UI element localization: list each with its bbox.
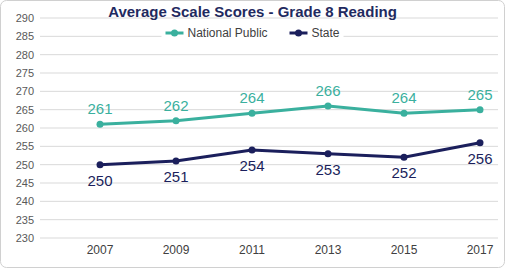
x-tick-label: 2011	[239, 243, 265, 257]
data-label: 262	[163, 97, 188, 114]
grid-line	[40, 146, 498, 147]
series-marker	[173, 117, 180, 124]
y-tick-label: 250	[16, 159, 34, 171]
chart-svg: 230 235 240 245 250 255 260 265 270 275 280 285 290 2…	[0, 0, 505, 268]
y-tick-label: 255	[16, 140, 34, 152]
x-tick-label: 2013	[315, 243, 342, 257]
data-label: 253	[315, 161, 340, 178]
chart-container: 230 235 240 245 250 255 260 265 270 275 280 285 290 2…	[0, 0, 505, 268]
grid-line	[40, 128, 498, 129]
series-marker	[97, 121, 104, 128]
series-marker	[477, 139, 484, 146]
series-marker	[249, 110, 256, 117]
grid-line	[40, 91, 498, 92]
series-line	[100, 143, 480, 165]
legend: National Public State	[161, 25, 343, 41]
series-marker	[97, 161, 104, 168]
data-label: 264	[239, 89, 264, 106]
legend-label: State	[312, 26, 340, 40]
y-tick-label: 265	[16, 104, 34, 116]
x-tick-label: 2007	[87, 243, 114, 257]
data-label: 251	[163, 168, 188, 185]
y-tick-label: 235	[16, 214, 34, 226]
grid-line	[40, 54, 498, 55]
data-label: 250	[87, 172, 112, 189]
data-label: 261	[87, 100, 112, 117]
x-tick-label: 2009	[163, 243, 190, 257]
grid-line	[40, 201, 498, 202]
series-marker	[173, 158, 180, 165]
series-marker	[325, 150, 332, 157]
series-marker	[477, 106, 484, 113]
legend-label: National Public	[188, 26, 268, 40]
legend-background	[161, 25, 343, 41]
y-tick-label: 280	[16, 49, 34, 61]
y-tick-label: 275	[16, 67, 34, 79]
x-tick-label: 2017	[467, 243, 494, 257]
grid-line	[40, 219, 498, 220]
data-label: 266	[315, 82, 340, 99]
series-marker	[325, 103, 332, 110]
grid-line	[40, 73, 498, 74]
y-tick-label: 270	[16, 85, 34, 97]
legend-marker	[295, 30, 302, 37]
series-line	[100, 106, 480, 124]
legend-item: State	[290, 26, 340, 40]
legend-marker	[171, 30, 178, 37]
data-label: 252	[391, 164, 416, 181]
data-label: 265	[467, 86, 492, 103]
x-tick-label: 2015	[391, 243, 418, 257]
chart-frame	[1, 1, 505, 268]
series-marker	[401, 110, 408, 117]
y-tick-label: 230	[16, 232, 34, 244]
y-tick-label: 260	[16, 122, 34, 134]
data-label: 264	[391, 89, 416, 106]
y-tick-label: 285	[16, 30, 34, 42]
y-tick-label: 240	[16, 195, 34, 207]
plot-marks	[97, 103, 484, 169]
data-label: 256	[467, 150, 492, 167]
y-tick-label: 290	[16, 12, 34, 24]
legend-item: National Public	[166, 26, 268, 40]
series-marker	[401, 154, 408, 161]
y-tick-label: 245	[16, 177, 34, 189]
data-labels: 261 262 264 266 264 265 250 251 254 253 252 256	[87, 82, 492, 189]
data-label: 254	[239, 157, 264, 174]
grid	[40, 18, 498, 238]
grid-line	[40, 238, 498, 239]
series-marker	[249, 147, 256, 154]
chart-title: Average Scale Scores - Grade 8 Reading	[108, 3, 397, 20]
